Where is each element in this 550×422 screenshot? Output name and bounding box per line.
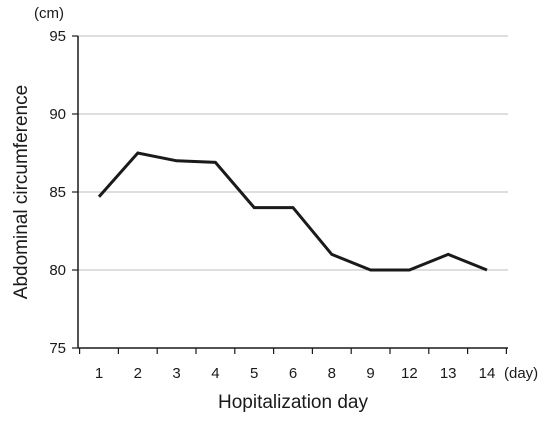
x-ticks: 1 2 3 4 5 6 8 9 12 13 14 [78,348,507,382]
y-unit-label: (cm) [34,5,64,22]
x-tick-label: 6 [289,365,297,382]
series-line [97,151,488,272]
x-unit-label: (day) [504,365,538,382]
y-tick-label: 90 [49,106,66,123]
y-tick-label: 75 [49,340,66,357]
y-tick-label: 85 [49,184,66,201]
x-tick-label: 3 [172,365,180,382]
y-tick-label: 80 [49,262,66,279]
x-tick-label: 1 [95,365,103,382]
x-tick-label: 13 [440,365,457,382]
x-tick-label: 5 [250,365,258,382]
x-tick-label: 12 [401,365,418,382]
y-tick-label: 95 [49,28,66,45]
y-axis-title: Abdominal circumference [11,85,32,299]
y-ticks: 75 80 85 90 95 [49,28,78,357]
x-tick-label: 8 [328,365,336,382]
x-tick-label: 14 [479,365,496,382]
x-tick-label: 4 [211,365,219,382]
x-tick-label: 9 [366,365,374,382]
x-tick-label: 2 [134,365,142,382]
x-axis-title: Hopitalization day [218,392,368,413]
grid [78,35,508,271]
